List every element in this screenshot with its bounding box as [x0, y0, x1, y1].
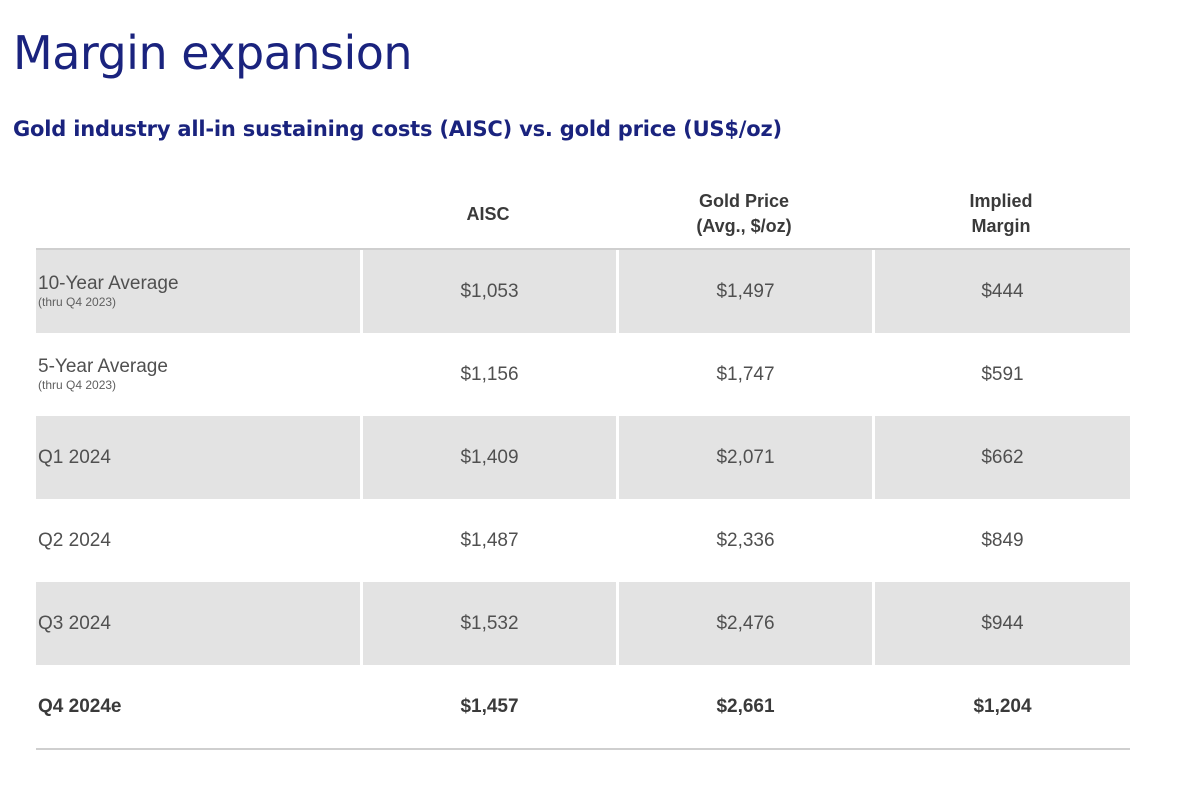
- aisc-cell: $1,457: [460, 695, 519, 717]
- aisc-cell: $1,532: [360, 582, 616, 665]
- gold-price-cell: $1,497: [616, 250, 872, 333]
- aisc-cell: $1,409: [360, 416, 616, 499]
- table-row: Q4 2024e $1,457 $2,661 $1,204: [36, 665, 1130, 748]
- row-label: 10-Year Average: [38, 273, 179, 294]
- table-row: 5-Year Average (thru Q4 2023) $1,156 $1,…: [36, 333, 1130, 416]
- row-label: Q3 2024: [38, 612, 111, 634]
- row-label-cell: 10-Year Average (thru Q4 2023): [36, 250, 360, 333]
- margin-cell: $849: [981, 529, 1024, 551]
- row-label: Q1 2024: [38, 446, 111, 468]
- table-row: 10-Year Average (thru Q4 2023) $1,053 $1…: [36, 250, 1130, 333]
- row-label-cell: Q1 2024: [36, 416, 360, 499]
- table-row: Q1 2024 $1,409 $2,071 $662: [36, 416, 1130, 499]
- header-gold-price: Gold Price (Avg., $/oz): [696, 191, 792, 236]
- margin-cell: $591: [981, 363, 1024, 385]
- gold-price-cell: $2,476: [616, 582, 872, 665]
- row-label-cell: Q3 2024: [36, 582, 360, 665]
- row-sublabel: (thru Q4 2023): [38, 378, 117, 392]
- margin-cell: $944: [872, 582, 1130, 665]
- row-label-cell: 5-Year Average (thru Q4 2023): [36, 333, 360, 416]
- header-aisc: AISC: [466, 203, 510, 224]
- aisc-cell: $1,053: [360, 250, 616, 333]
- gold-price-cell: $1,747: [716, 363, 775, 385]
- margin-cell: $444: [872, 250, 1130, 333]
- header-implied-margin: Implied Margin: [969, 191, 1033, 236]
- row-label-cell: Q2 2024: [36, 499, 360, 582]
- gold-price-cell: $2,071: [616, 416, 872, 499]
- row-label: Q2 2024: [38, 529, 111, 551]
- aisc-cell: $1,156: [460, 363, 519, 385]
- row-label: 5-Year Average: [38, 356, 168, 377]
- table-row: Q3 2024 $1,532 $2,476 $944: [36, 582, 1130, 665]
- table-row: Q2 2024 $1,487 $2,336 $849: [36, 499, 1130, 582]
- gold-price-cell: $2,336: [716, 529, 775, 551]
- header-label-column: [36, 180, 360, 248]
- margin-table: AISC Gold Price (Avg., $/oz) Implied Mar…: [36, 180, 1130, 750]
- margin-cell: $1,204: [973, 695, 1032, 717]
- page-title: Margin expansion: [13, 26, 413, 80]
- row-label-cell: Q4 2024e: [36, 665, 360, 748]
- margin-cell: $662: [872, 416, 1130, 499]
- table-bottom-rule: [36, 748, 1130, 750]
- aisc-cell: $1,487: [460, 529, 519, 551]
- gold-price-cell: $2,661: [716, 695, 775, 717]
- row-sublabel: (thru Q4 2023): [38, 295, 117, 309]
- table-header-row: AISC Gold Price (Avg., $/oz) Implied Mar…: [36, 180, 1130, 250]
- page-subtitle: Gold industry all-in sustaining costs (A…: [13, 117, 782, 141]
- row-label: Q4 2024e: [38, 695, 122, 717]
